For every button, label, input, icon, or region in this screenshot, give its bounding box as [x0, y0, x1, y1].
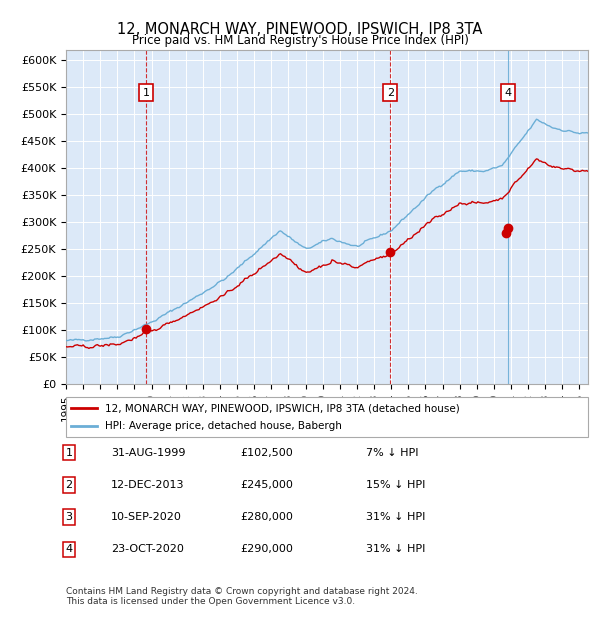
Text: 12, MONARCH WAY, PINEWOOD, IPSWICH, IP8 3TA: 12, MONARCH WAY, PINEWOOD, IPSWICH, IP8 …	[118, 22, 482, 37]
Text: 4: 4	[65, 544, 73, 554]
Text: 7% ↓ HPI: 7% ↓ HPI	[366, 448, 419, 458]
Text: Contains HM Land Registry data © Crown copyright and database right 2024.
This d: Contains HM Land Registry data © Crown c…	[66, 587, 418, 606]
Text: £280,000: £280,000	[240, 512, 293, 522]
Text: 15% ↓ HPI: 15% ↓ HPI	[366, 480, 425, 490]
Text: 1: 1	[65, 448, 73, 458]
Text: 2: 2	[387, 88, 394, 98]
Text: 1: 1	[142, 88, 149, 98]
Text: £245,000: £245,000	[240, 480, 293, 490]
Text: 31% ↓ HPI: 31% ↓ HPI	[366, 512, 425, 522]
Text: 31-AUG-1999: 31-AUG-1999	[111, 448, 185, 458]
Text: 10-SEP-2020: 10-SEP-2020	[111, 512, 182, 522]
Text: £102,500: £102,500	[240, 448, 293, 458]
Text: 4: 4	[505, 88, 511, 98]
Text: 2: 2	[65, 480, 73, 490]
Text: 12-DEC-2013: 12-DEC-2013	[111, 480, 185, 490]
Text: 23-OCT-2020: 23-OCT-2020	[111, 544, 184, 554]
Text: HPI: Average price, detached house, Babergh: HPI: Average price, detached house, Babe…	[105, 421, 342, 431]
Text: 31% ↓ HPI: 31% ↓ HPI	[366, 544, 425, 554]
Text: 3: 3	[65, 512, 73, 522]
Text: Price paid vs. HM Land Registry's House Price Index (HPI): Price paid vs. HM Land Registry's House …	[131, 34, 469, 47]
Text: 12, MONARCH WAY, PINEWOOD, IPSWICH, IP8 3TA (detached house): 12, MONARCH WAY, PINEWOOD, IPSWICH, IP8 …	[105, 403, 460, 413]
Text: £290,000: £290,000	[240, 544, 293, 554]
FancyBboxPatch shape	[66, 397, 588, 437]
